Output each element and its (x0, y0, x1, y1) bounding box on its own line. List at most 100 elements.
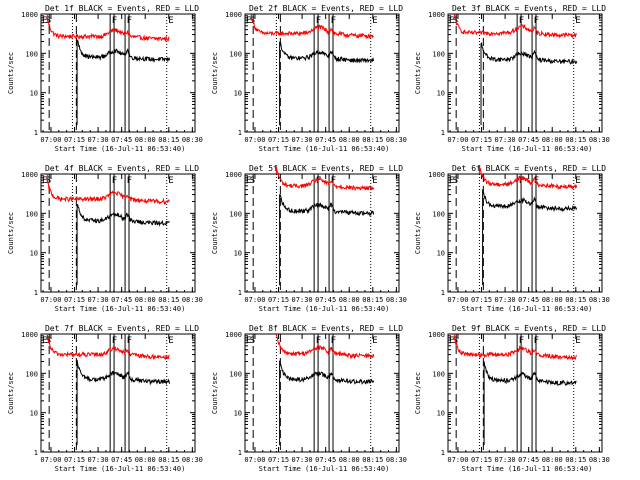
event-marker-label: F (331, 336, 336, 346)
x-tick-label: 07:15 (64, 136, 85, 144)
panel-title: Det 6f BLACK = Events, RED = LLD (452, 164, 606, 173)
event-marker-label: S (250, 176, 255, 186)
x-tick-label: 08:15 (362, 136, 383, 144)
x-tick-label: 08:15 (362, 296, 383, 304)
x-tick-label: 07:00 (40, 456, 61, 464)
x-tick-label: 07:45 (518, 136, 539, 144)
x-tick-label: 08:15 (158, 456, 179, 464)
y-tick-label: 1000 (21, 171, 38, 179)
event-marker-label: E (168, 176, 173, 186)
y-axis-label: Counts/sec (211, 212, 219, 254)
y-tick-label: 100 (229, 370, 242, 378)
x-tick-label: 08:15 (158, 296, 179, 304)
x-tick-label: 08:00 (339, 456, 360, 464)
x-tick-label: 08:00 (135, 296, 156, 304)
y-tick-label: 10 (30, 410, 38, 418)
series-events (76, 203, 170, 286)
series-events (279, 40, 375, 126)
y-axis-label: Counts/sec (7, 372, 15, 414)
x-tick-label: 07:30 (292, 136, 313, 144)
event-marker-label: F (534, 16, 539, 26)
y-tick-label: 10 (234, 250, 242, 258)
series-lld (453, 337, 577, 361)
x-tick-label: 07:45 (315, 456, 336, 464)
plot-frame (40, 173, 196, 293)
y-tick-label: 100 (432, 370, 445, 378)
x-tick-label: 07:15 (64, 296, 85, 304)
panel-title: Det 3f BLACK = Events, RED = LLD (452, 4, 606, 13)
x-tick-label: 08:30 (182, 136, 203, 144)
series-events (76, 39, 170, 126)
x-tick-label: 08:15 (362, 456, 383, 464)
y-axis-label: Counts/sec (414, 372, 422, 414)
plot-frame (447, 333, 603, 453)
series-lld (46, 17, 170, 43)
x-tick-label: 08:15 (565, 456, 586, 464)
event-marker-label: F (331, 176, 336, 186)
plot-frame (447, 13, 603, 133)
y-axis-label: Counts/sec (414, 212, 422, 254)
event-marker-label: F (519, 336, 524, 346)
event-marker-label: E (575, 336, 580, 346)
x-tick-label: 08:30 (182, 456, 203, 464)
panel-det-7f: Det 7f BLACK = Events, RED = LLD Counts/s… (7, 324, 203, 473)
y-tick-label: 1000 (428, 331, 445, 339)
y-tick-label: 100 (229, 50, 242, 58)
y-tick-label: 1000 (21, 11, 38, 19)
y-tick-label: 1 (441, 129, 445, 137)
plot-frame (40, 333, 196, 453)
y-tick-label: 1000 (225, 331, 242, 339)
x-tick-label: 07:45 (315, 136, 336, 144)
x-tick-label: 07:30 (495, 456, 516, 464)
x-tick-label: 08:00 (542, 136, 563, 144)
series-events (483, 361, 577, 446)
x-tick-label: 08:30 (589, 296, 610, 304)
panel-title: Det 2f BLACK = Events, RED = LLD (249, 4, 403, 13)
y-tick-label: 100 (229, 210, 242, 218)
event-marker-label: E (168, 16, 173, 26)
y-tick-label: 1000 (225, 171, 242, 179)
series-lld (46, 335, 170, 361)
x-axis-label: Start Time (16-Jul-11 06:53:40) (462, 305, 593, 313)
x-tick-label: 07:00 (40, 136, 61, 144)
event-marker-label: E (575, 176, 580, 186)
plot-frame (244, 13, 400, 133)
series-lld (275, 166, 375, 192)
event-marker-label: S (46, 16, 51, 26)
event-marker-label: F (534, 336, 539, 346)
y-tick-label: 10 (234, 410, 242, 418)
y-tick-label: 100 (25, 50, 38, 58)
event-marker-label: F (127, 16, 132, 26)
y-tick-label: 10 (30, 90, 38, 98)
x-tick-label: 08:30 (589, 456, 610, 464)
series-events (480, 42, 578, 126)
panel-det-4f: Det 4f BLACK = Events, RED = LLD Counts/s… (7, 164, 203, 313)
series-lld (453, 14, 577, 39)
event-marker-label: F (127, 176, 132, 186)
x-tick-label: 08:15 (158, 136, 179, 144)
event-marker-label: E (449, 336, 454, 346)
series-lld (275, 333, 375, 360)
y-tick-label: 100 (432, 50, 445, 58)
x-tick-label: 08:30 (386, 136, 407, 144)
y-tick-label: 1 (441, 289, 445, 297)
series-events (76, 359, 170, 446)
x-axis-label: Start Time (16-Jul-11 06:53:40) (55, 465, 186, 473)
x-tick-label: 07:30 (292, 296, 313, 304)
y-tick-label: 1000 (428, 11, 445, 19)
x-tick-label: 08:00 (542, 296, 563, 304)
event-marker-label: E (449, 176, 454, 186)
x-tick-label: 07:30 (88, 136, 109, 144)
event-marker-label: E (246, 176, 251, 186)
event-marker-label: F (112, 336, 117, 346)
event-marker-label: F (534, 176, 539, 186)
y-axis-label: Counts/sec (414, 52, 422, 94)
x-axis-label: Start Time (16-Jul-11 06:53:40) (259, 305, 390, 313)
event-marker-label: E (42, 16, 47, 26)
y-tick-label: 10 (437, 410, 445, 418)
plot-frame (244, 173, 400, 293)
x-tick-label: 08:30 (182, 296, 203, 304)
series-lld (478, 164, 578, 191)
y-tick-label: 1 (238, 289, 242, 297)
event-marker-label: F (127, 336, 132, 346)
